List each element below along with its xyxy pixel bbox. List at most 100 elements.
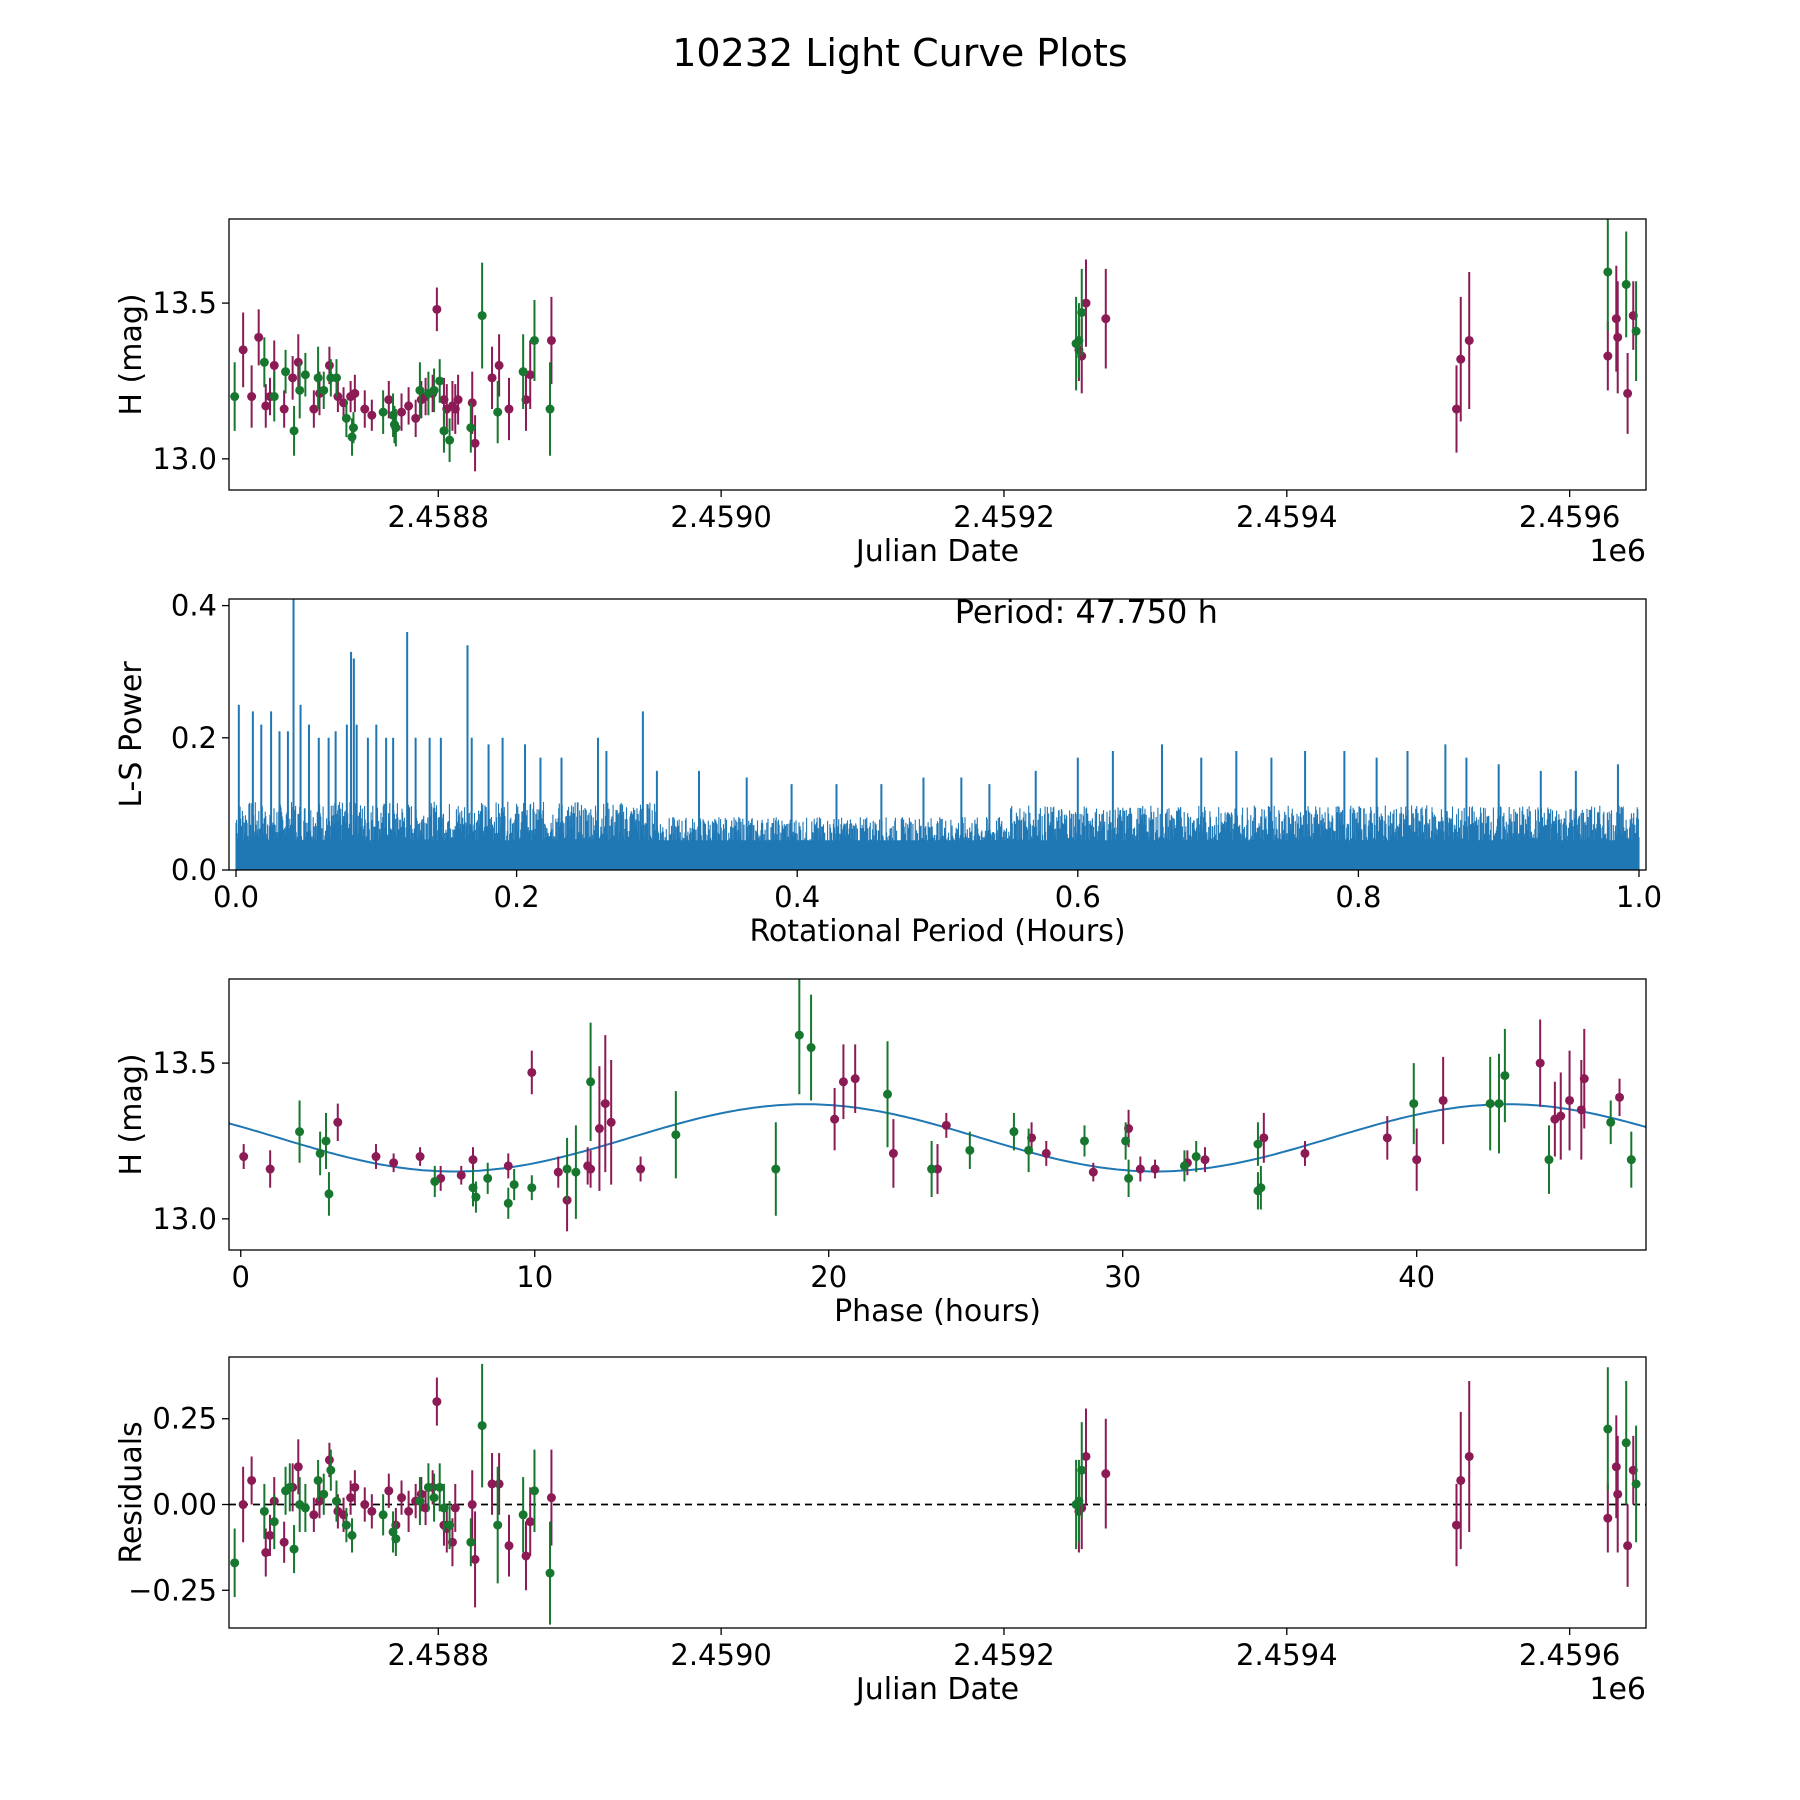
data-point: [1603, 267, 1613, 277]
data-point: [321, 1136, 331, 1146]
data-point: [300, 1503, 310, 1513]
data-point: [404, 1506, 414, 1516]
data-point: [331, 1496, 341, 1506]
data-point: [941, 1120, 951, 1130]
data-point: [1631, 1479, 1641, 1489]
data-point: [389, 1158, 399, 1168]
data-point: [415, 1496, 425, 1506]
data-point: [1456, 1475, 1466, 1485]
data-point: [293, 357, 303, 367]
data-point: [247, 1475, 257, 1485]
phased-curve-panel: 0 10 20 30 40 13.0 13.5 Phase (hours) H (mag): [114, 978, 1647, 1329]
axes-frame: [228, 978, 1647, 1251]
data-point: [397, 1493, 407, 1503]
x-tick-label: 1.0: [1616, 880, 1662, 914]
data-point: [391, 1534, 401, 1544]
data-point: [546, 335, 556, 345]
data-point: [333, 1117, 343, 1127]
data-point: [503, 1198, 513, 1208]
data-point: [504, 404, 514, 414]
data-point: [341, 413, 351, 423]
data-point: [411, 413, 421, 423]
x-axis-label: Julian Date: [854, 1672, 1019, 1707]
data-point: [346, 1493, 356, 1503]
data-point: [1603, 1513, 1613, 1523]
data-point: [348, 423, 358, 433]
x-tick-label: 2.4588: [388, 1638, 489, 1672]
data-point: [289, 426, 299, 436]
data-point: [1556, 1111, 1566, 1121]
data-point: [1077, 1465, 1087, 1475]
data-point: [432, 1397, 442, 1407]
data-point: [404, 401, 414, 411]
data-point: [493, 1520, 503, 1530]
series-green-filter: [230, 1363, 1641, 1625]
data-point: [1603, 1424, 1613, 1434]
x-tick-label: 0.8: [1335, 880, 1381, 914]
data-point: [1135, 1164, 1145, 1174]
data-point: [1452, 404, 1462, 414]
data-point: [838, 1077, 848, 1087]
data-point: [671, 1130, 681, 1140]
data-point: [1485, 1099, 1495, 1109]
data-point: [1088, 1167, 1098, 1177]
data-point: [477, 311, 487, 321]
y-axis-label: H (mag): [114, 1053, 149, 1175]
data-point: [445, 1520, 455, 1530]
data-point: [269, 1517, 279, 1527]
data-point: [391, 423, 401, 433]
plot-area: [230, 219, 1641, 472]
data-point: [384, 395, 394, 405]
data-point: [927, 1164, 937, 1174]
data-point: [238, 345, 248, 355]
x-tick-label: 10: [516, 1260, 553, 1294]
data-point: [487, 1479, 497, 1489]
y-axis-label: L-S Power: [114, 661, 149, 808]
data-point: [1452, 1520, 1462, 1530]
data-point: [1041, 1148, 1051, 1158]
data-point: [279, 1537, 289, 1547]
data-point: [806, 1043, 816, 1053]
data-point: [293, 1462, 303, 1472]
data-point: [285, 1482, 295, 1492]
x-offset-label: 1e6: [1589, 534, 1646, 569]
data-point: [326, 1465, 336, 1475]
y-axis-label: Residuals: [114, 1421, 149, 1563]
data-point: [295, 385, 305, 395]
data-point: [1621, 279, 1631, 289]
x-axis-label: Julian Date: [854, 534, 1019, 569]
x-tick-label: 2.4594: [1236, 500, 1337, 534]
data-point: [1253, 1139, 1263, 1149]
data-point: [546, 1493, 556, 1503]
data-point: [467, 1500, 477, 1510]
data-point: [347, 432, 357, 442]
data-point: [1412, 1155, 1422, 1165]
data-point: [423, 1482, 433, 1492]
data-point: [562, 1164, 572, 1174]
y-tick-label: 13.0: [152, 1202, 217, 1236]
data-point: [527, 1183, 537, 1193]
data-point: [230, 392, 240, 402]
periodogram-floor: [240, 840, 1635, 870]
data-point: [794, 1030, 804, 1040]
data-point: [1626, 1155, 1636, 1165]
data-point: [309, 1510, 319, 1520]
data-point: [493, 407, 503, 417]
data-point: [1300, 1148, 1310, 1158]
data-point: [600, 1099, 610, 1109]
data-point: [466, 423, 476, 433]
data-point: [1077, 307, 1087, 317]
data-point: [1621, 1438, 1631, 1448]
data-point: [456, 1170, 466, 1180]
data-point: [1081, 1451, 1091, 1461]
data-point: [529, 335, 539, 345]
data-point: [254, 332, 264, 342]
data-point: [439, 426, 449, 436]
data-point: [350, 388, 360, 398]
data-point: [1579, 1074, 1589, 1084]
x-tick-label: 2.4590: [670, 500, 771, 534]
data-point: [1191, 1152, 1201, 1162]
series-green-filter: [230, 219, 1641, 462]
data-point: [477, 1421, 487, 1431]
